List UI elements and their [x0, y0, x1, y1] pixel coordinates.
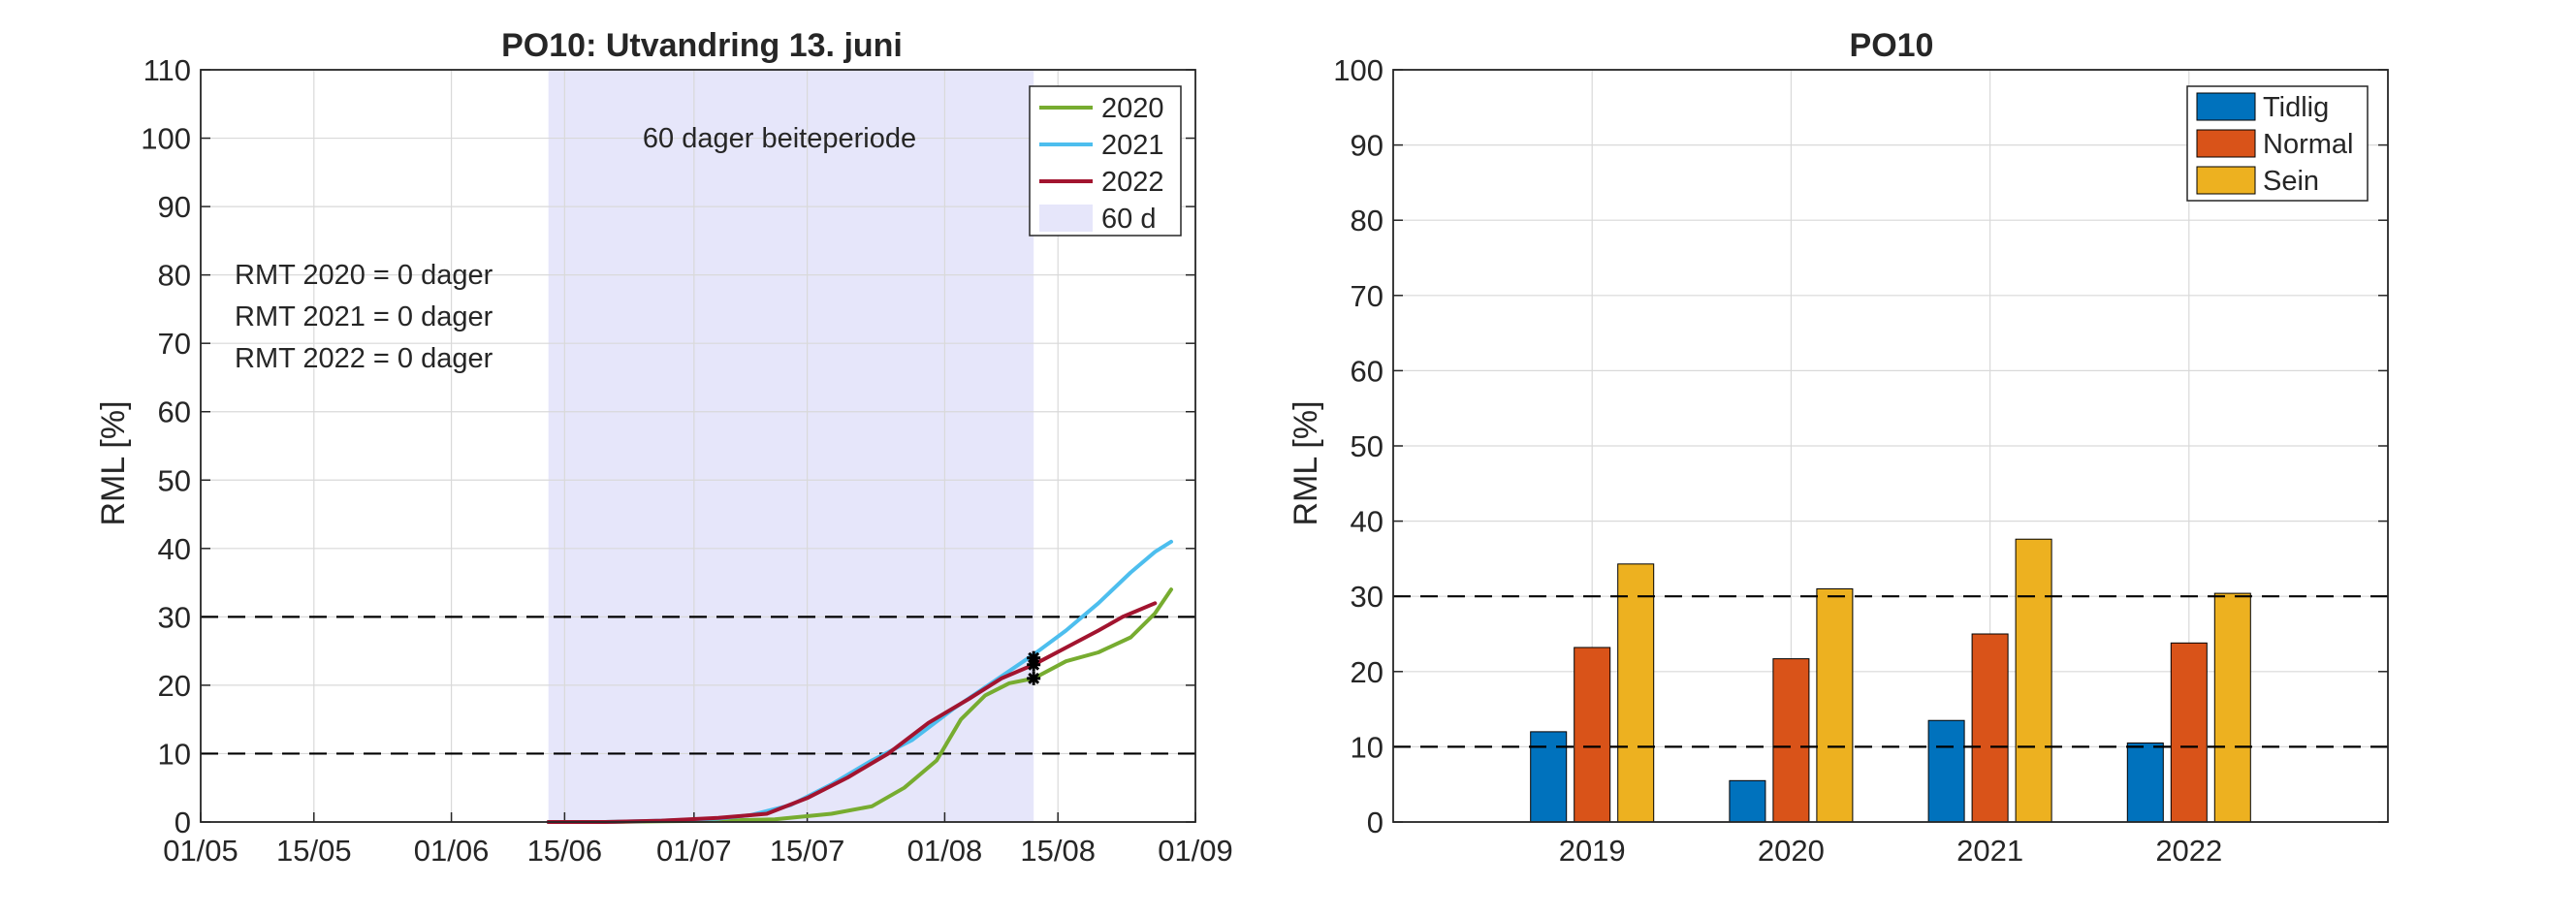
x-tick-label: 01/06 [414, 834, 490, 868]
y-tick-label: 20 [158, 669, 191, 703]
axes-frame [1392, 69, 2389, 823]
legend-swatch-60d [1039, 205, 1093, 232]
legend-label: 2021 [1101, 130, 1164, 161]
y-tick-label: 0 [1367, 806, 1383, 839]
axes-frame [200, 69, 1196, 823]
legend-label: Normal [2263, 129, 2353, 160]
y-tick-label: 100 [1333, 53, 1383, 87]
axes-box [1392, 69, 2389, 823]
threshold-lines [1393, 595, 2388, 748]
rmt-annotation-2021: RMT 2021 = 0 dager [235, 301, 493, 332]
x-tick-label: 01/07 [656, 834, 732, 868]
bar-Normal-2020 [1772, 658, 1810, 823]
y-tick-label: 110 [143, 53, 191, 87]
x-tick-label: 2022 [2155, 834, 2222, 868]
y-tick-label: 60 [1351, 354, 1383, 388]
y-tick-label: 40 [158, 532, 191, 566]
star-marker-2020 [1027, 671, 1041, 685]
x-tick-label: 01/09 [1158, 834, 1233, 868]
bar-Tidlig-2021 [1927, 719, 1965, 823]
y-tick-labels: 0 10 20 30 40 50 60 70 80 90 100 110 [141, 53, 191, 839]
y-tick-label: 100 [141, 122, 191, 156]
y-tick-label: 70 [1351, 279, 1383, 313]
y-axis-label: RML [%] [95, 400, 132, 525]
y-tick-label: 30 [158, 600, 191, 634]
shaded-region [548, 70, 1034, 822]
legend-label: 2022 [1101, 167, 1164, 198]
legend: Tidlig Normal Sein [2186, 85, 2369, 202]
legend: 2020 2021 2022 60 d [1029, 85, 1182, 237]
bar-Sein-2020 [1816, 587, 1854, 823]
x-tick-label: 01/08 [907, 834, 983, 868]
bar-Sein-2022 [2213, 592, 2251, 823]
x-tick-label: 15/05 [276, 834, 352, 868]
x-tick-label: 15/08 [1020, 834, 1096, 868]
y-tick-label: 10 [158, 737, 191, 771]
y-tick-label: 20 [1351, 655, 1383, 689]
x-tick-label: 01/05 [163, 834, 239, 868]
y-tick-label: 40 [1351, 505, 1383, 539]
y-tick-label: 70 [158, 327, 191, 361]
bar-Tidlig-2019 [1530, 731, 1568, 823]
series-lines [546, 539, 1173, 824]
bar-Tidlig-2020 [1729, 779, 1766, 823]
y-tick-label: 90 [158, 190, 191, 224]
bar-Sein-2019 [1617, 563, 1655, 823]
legend-label: 2020 [1101, 93, 1164, 124]
axes-box [200, 69, 1196, 823]
y-tick-label: 90 [1351, 129, 1383, 163]
y-tick-label: 50 [158, 463, 191, 497]
rmt-annotation-2020: RMT 2020 = 0 dager [235, 260, 493, 291]
end-markers [1027, 650, 1041, 685]
y-tick-label: 10 [1351, 730, 1383, 764]
y-tick-label: 30 [1351, 580, 1383, 614]
x-tick-label: 15/06 [527, 834, 603, 868]
y-axis-label: RML [%] [1288, 400, 1324, 525]
x-tick-label: 15/07 [770, 834, 845, 868]
y-tick-label: 0 [175, 806, 191, 839]
y-tick-label: 50 [1351, 429, 1383, 463]
x-tick-labels: 01/05 15/05 01/06 15/06 01/07 15/07 01/08 15/08… [163, 834, 1233, 868]
x-tick-label: 2021 [1956, 834, 2023, 868]
legend-label: Tidlig [2263, 92, 2329, 123]
legend-swatch-Tidlig [2196, 92, 2256, 121]
threshold-lines [201, 616, 1195, 755]
grazing-period-label: 60 dager beiteperiode [643, 123, 916, 154]
x-tick-label: 2019 [1559, 834, 1626, 868]
y-tick-label: 60 [158, 395, 191, 429]
y-tick-label: 80 [158, 259, 191, 293]
marker-stroke [1028, 672, 1040, 684]
rmt-annotation-2022: RMT 2022 = 0 dager [235, 343, 493, 374]
bar-Tidlig-2022 [2126, 743, 2164, 823]
y-tick-labels: 0 10 20 30 40 50 60 70 80 90 100 [1333, 53, 1383, 839]
legend-label: 60 d [1101, 204, 1156, 235]
line-chart: PO10: Utvandring 13. juni RML [%] 01/05 1… [95, 27, 1233, 868]
legend-swatch-Normal [2196, 129, 2256, 158]
bar-Sein-2021 [2015, 538, 2052, 823]
legend-swatch-Sein [2196, 166, 2256, 195]
grazing-period-shade [548, 70, 1034, 822]
y-tick-label: 80 [1351, 204, 1383, 237]
chart-title: PO10: Utvandring 13. juni [501, 27, 903, 64]
x-tick-labels: 2019 2020 2021 2022 [1559, 834, 2223, 868]
bar-Normal-2019 [1574, 647, 1611, 823]
x-tick-label: 2020 [1758, 834, 1825, 868]
chart-title: PO10 [1850, 27, 1934, 64]
bar-Normal-2021 [1971, 633, 2009, 823]
star-marker-2022 [1027, 657, 1041, 672]
marker-stroke [1028, 658, 1040, 671]
bar-Normal-2022 [2170, 642, 2208, 823]
series-line-2022 [546, 601, 1158, 824]
bar-chart: PO10 RML [%] 2019 2020 2021 2022 0 10 20 30 40 5… [1288, 27, 2389, 868]
legend-label: Sein [2263, 166, 2319, 197]
